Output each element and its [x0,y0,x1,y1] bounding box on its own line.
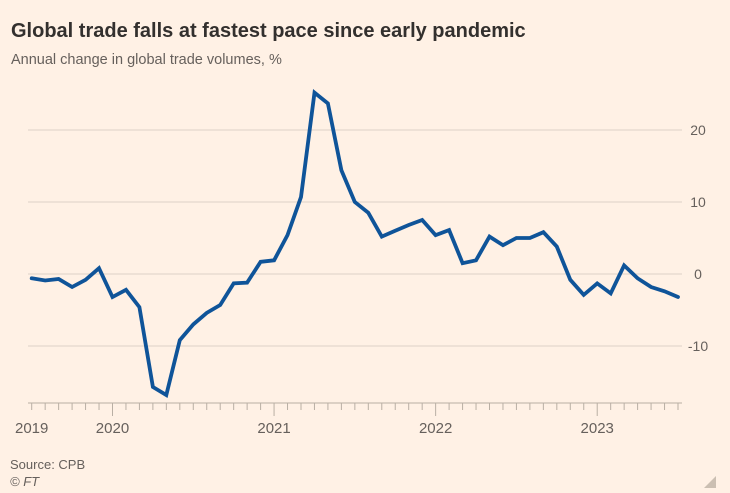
y-axis-label: -10 [688,338,708,354]
y-axis-label: 20 [690,122,706,138]
chart-title: Global trade falls at fastest pace since… [11,20,526,43]
ft-copyright: © FT [10,474,40,489]
chart-subtitle: Annual change in global trade volumes, % [11,51,282,68]
x-axis-year-label: 2022 [419,420,452,437]
y-axis-label: 10 [690,194,706,210]
resize-corner-icon [704,476,716,488]
x-axis-year-label: 2021 [257,420,290,437]
x-axis-year-label: 2019 [15,420,48,437]
y-axis-label: 0 [694,266,702,282]
x-axis-year-label: 2023 [581,420,614,437]
trade-volume-line [29,88,680,398]
source-label: Source: CPB [10,457,86,472]
x-axis-year-label: 2020 [96,420,129,437]
